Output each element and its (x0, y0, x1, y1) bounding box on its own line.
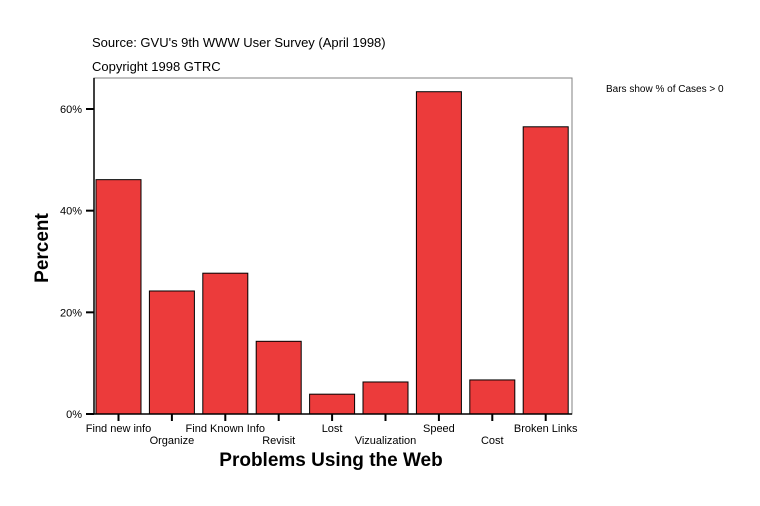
x-axis-title: Problems Using the Web (219, 450, 442, 471)
x-tick-label: Organize (150, 435, 195, 447)
y-tick-label: 60% (60, 104, 82, 116)
bar-find-known-info (202, 272, 249, 415)
bar-cost (469, 379, 516, 415)
bar-organize (148, 290, 195, 415)
source-text: Source: GVU's 9th WWW User Survey (April… (92, 35, 386, 50)
x-tick-label: Speed (423, 423, 455, 435)
bars-note: Bars show % of Cases > 0 (606, 84, 724, 95)
x-tick-label: Vizualization (355, 435, 417, 447)
y-tick-label: 40% (60, 206, 82, 218)
x-tick-label: Lost (322, 423, 343, 435)
y-axis-title: Percent (32, 212, 53, 282)
bar-lost (309, 393, 356, 415)
x-tick-label: Revisit (262, 435, 295, 447)
bar-speed (415, 91, 462, 415)
bar-broken-links (522, 126, 569, 415)
bar-vizualization (362, 381, 409, 415)
bar-revisit (255, 340, 302, 415)
y-tick-label: 0% (66, 409, 82, 421)
bar-find-new-info (95, 179, 142, 415)
y-tick-label: 20% (60, 307, 82, 319)
copyright-text: Copyright 1998 GTRC (92, 59, 221, 74)
x-tick-label: Find new info (86, 423, 151, 435)
x-tick-label: Find Known Info (186, 423, 266, 435)
x-tick-label: Broken Links (514, 423, 578, 435)
x-tick-label: Cost (481, 435, 504, 447)
